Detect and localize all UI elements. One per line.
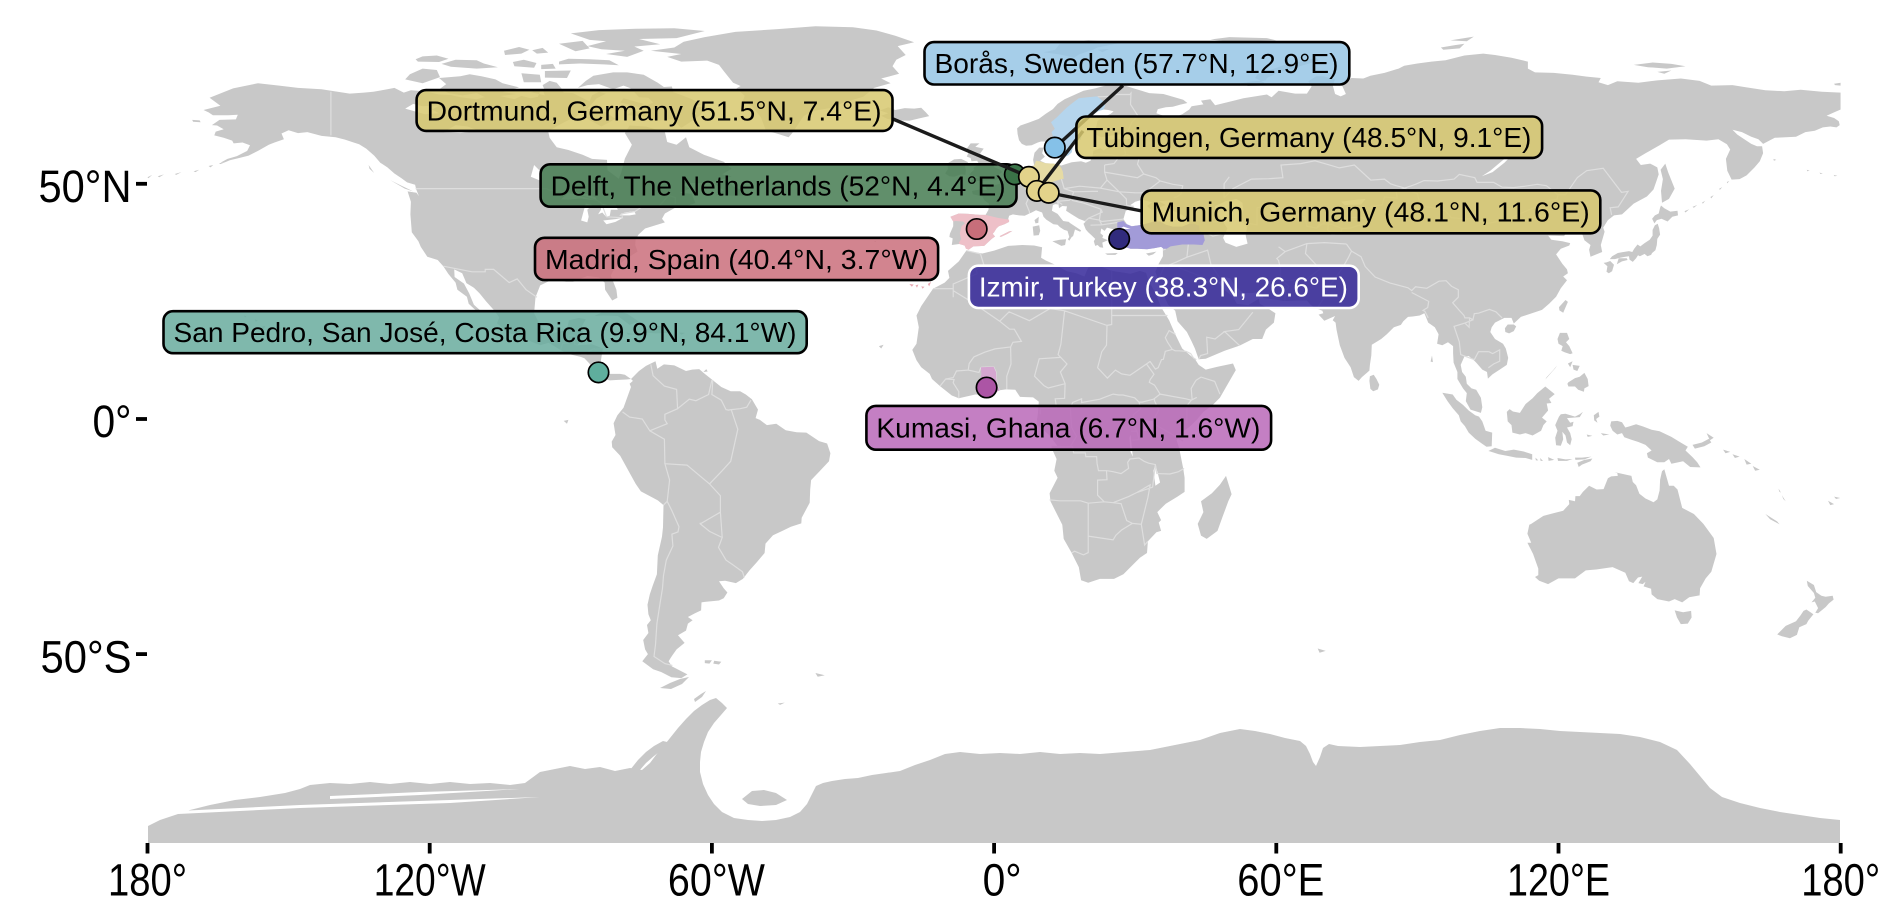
svg-text:Delft, The Netherlands (52°N,: Delft, The Netherlands (52°N, 4.4°E) xyxy=(551,170,1006,201)
svg-text:50°N: 50°N xyxy=(39,161,132,212)
svg-text:Kumasi, Ghana (6.7°N, 1.6°W): Kumasi, Ghana (6.7°N, 1.6°W) xyxy=(876,413,1260,444)
svg-text:180°: 180° xyxy=(108,854,187,905)
svg-text:0°: 0° xyxy=(93,396,132,447)
svg-text:60°W: 60°W xyxy=(668,854,765,905)
svg-text:120°E: 120°E xyxy=(1507,854,1610,905)
svg-text:Borås, Sweden (57.7°N, 12.9°E): Borås, Sweden (57.7°N, 12.9°E) xyxy=(935,48,1339,79)
svg-text:Izmir, Turkey (38.3°N, 26.6°E): Izmir, Turkey (38.3°N, 26.6°E) xyxy=(979,272,1348,303)
svg-text:Munich, Germany (48.1°N, 11.6°: Munich, Germany (48.1°N, 11.6°E) xyxy=(1152,197,1590,228)
svg-text:Dortmund, Germany (51.5°N, 7.4: Dortmund, Germany (51.5°N, 7.4°E) xyxy=(427,95,882,126)
svg-text:180°: 180° xyxy=(1801,854,1880,905)
svg-text:50°S: 50°S xyxy=(41,631,132,682)
svg-text:60°E: 60°E xyxy=(1237,854,1324,905)
svg-text:Tübingen, Germany (48.5°N, 9.1: Tübingen, Germany (48.5°N, 9.1°E) xyxy=(1086,122,1531,153)
svg-text:San Pedro, San José, Costa Ric: San Pedro, San José, Costa Rica (9.9°N, … xyxy=(174,317,797,348)
svg-text:Madrid, Spain (40.4°N, 3.7°W): Madrid, Spain (40.4°N, 3.7°W) xyxy=(545,244,928,275)
svg-text:120°W: 120°W xyxy=(374,854,486,905)
svg-text:0°: 0° xyxy=(983,854,1022,905)
